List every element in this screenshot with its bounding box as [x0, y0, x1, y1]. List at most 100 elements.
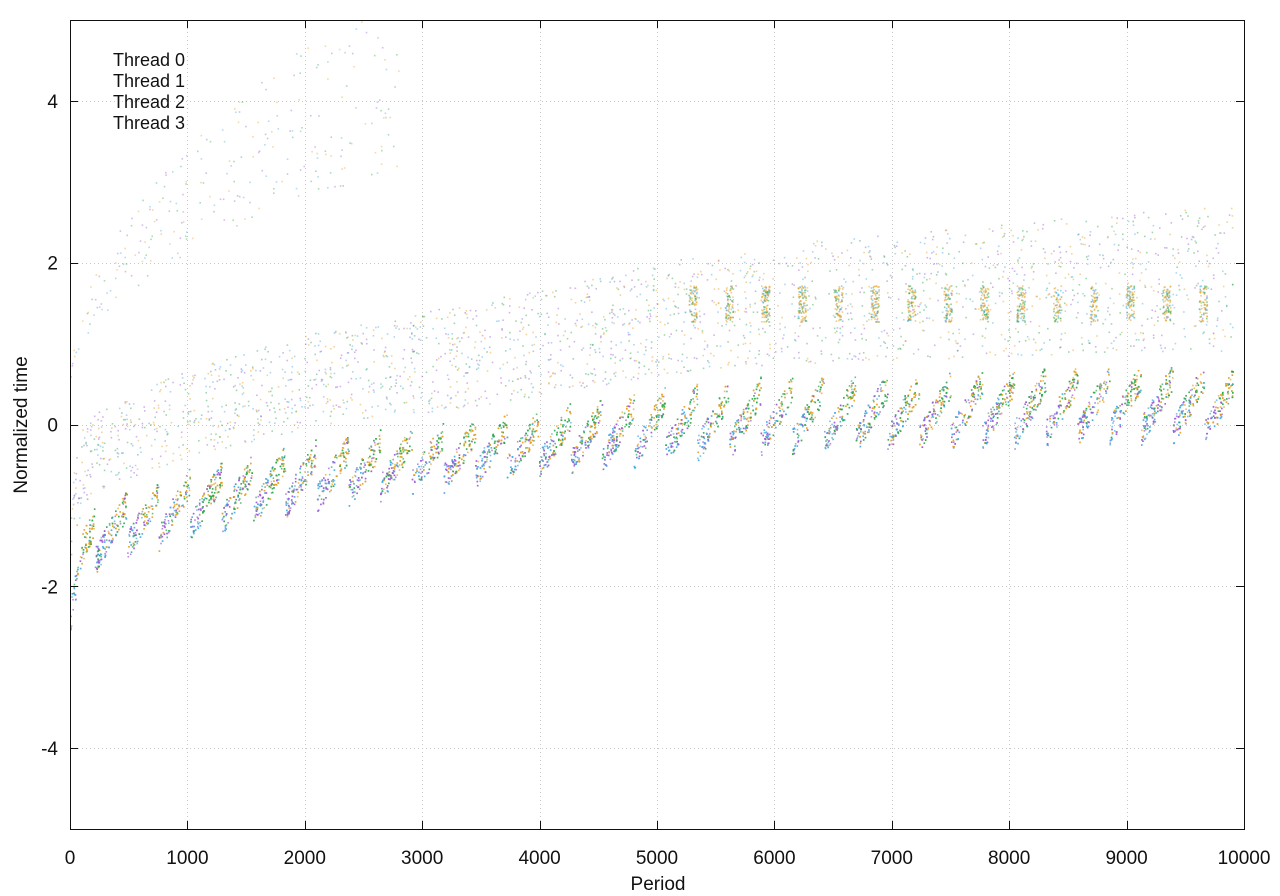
data-point: [1109, 380, 1111, 383]
data-point: [262, 501, 265, 503]
data-point: [528, 424, 530, 427]
data-point: [458, 454, 461, 456]
data-point: [1189, 411, 1191, 414]
data-point: [1143, 417, 1146, 419]
data-point: [597, 416, 600, 418]
data-point: [832, 415, 835, 417]
data-point: [485, 460, 488, 463]
data-point: [648, 419, 651, 421]
data-point: [982, 446, 984, 448]
data-point: [114, 522, 116, 525]
data-point: [362, 471, 365, 474]
data-point: [656, 406, 658, 409]
data-point: [606, 447, 609, 450]
data-point: [879, 384, 881, 386]
data-point: [730, 435, 733, 438]
data-point: [330, 489, 332, 492]
data-point: [1200, 382, 1202, 384]
data-point: [924, 424, 926, 426]
data-point: [1145, 428, 1147, 431]
data-point: [915, 381, 918, 384]
data-point: [987, 427, 989, 429]
data-point: [721, 417, 724, 420]
data-point: [889, 435, 891, 438]
data-point: [395, 476, 397, 479]
data-point: [219, 485, 222, 487]
data-point: [850, 380, 853, 382]
data-point: [674, 437, 676, 440]
data-point: [1035, 388, 1038, 391]
data-point: [745, 429, 747, 432]
data-point: [1151, 413, 1154, 415]
data-point: [573, 465, 575, 467]
data-point: [1029, 415, 1031, 418]
data-point: [324, 473, 327, 476]
data-point: [620, 429, 622, 431]
data-point: [1042, 375, 1045, 378]
data-point: [987, 412, 990, 414]
data-point: [374, 444, 377, 446]
data-point: [1059, 413, 1062, 415]
data-point: [992, 413, 994, 415]
data-point: [386, 486, 388, 489]
data-point: [397, 455, 399, 458]
data-point: [446, 465, 448, 468]
data-point: [289, 507, 292, 509]
data-point: [165, 513, 167, 515]
data-point: [1014, 422, 1016, 425]
data-point: [939, 399, 941, 402]
data-point: [727, 397, 730, 400]
data-point: [952, 422, 955, 425]
data-point: [562, 424, 564, 426]
data-point: [1217, 395, 1220, 397]
data-point: [1041, 395, 1043, 398]
data-point: [650, 425, 653, 428]
data-point: [1100, 384, 1103, 387]
data-point: [742, 427, 745, 430]
data-point: [188, 489, 191, 492]
data-point: [739, 427, 742, 430]
data-point: [1001, 405, 1003, 407]
data-point: [1110, 419, 1113, 421]
data-point: [459, 442, 461, 445]
data-point: [1152, 420, 1155, 423]
data-point: [644, 447, 647, 449]
data-point: [474, 428, 477, 431]
data-point: [392, 458, 394, 461]
data-point: [919, 424, 922, 427]
data-point: [313, 464, 316, 467]
data-point: [743, 418, 745, 420]
data-point: [669, 442, 672, 445]
data-point: [144, 504, 147, 506]
data-point: [355, 485, 358, 487]
data-point: [276, 478, 279, 481]
data-point: [214, 482, 217, 484]
data-point: [1188, 402, 1191, 404]
data-point: [352, 495, 355, 497]
data-point: [697, 457, 699, 460]
data-point: [1025, 423, 1028, 425]
data-point: [173, 509, 176, 512]
data-point: [186, 500, 188, 503]
data-point: [122, 500, 125, 502]
data-point: [310, 459, 313, 462]
data-point: [931, 428, 934, 430]
data-point: [482, 452, 485, 454]
data-point: [1088, 403, 1091, 405]
data-point: [764, 432, 767, 434]
data-point: [245, 467, 248, 469]
data-point: [661, 416, 663, 419]
data-point: [897, 432, 900, 435]
data-point: [980, 388, 982, 391]
data-point: [1184, 421, 1187, 424]
data-point: [959, 424, 961, 426]
data-point: [314, 454, 316, 457]
data-point: [1111, 425, 1113, 428]
data-point: [160, 533, 163, 536]
data-point: [726, 390, 728, 393]
data-point: [1153, 414, 1155, 417]
data-point: [1175, 413, 1178, 415]
data-point: [415, 471, 417, 474]
data-point: [1220, 414, 1222, 417]
data-point: [98, 549, 100, 552]
